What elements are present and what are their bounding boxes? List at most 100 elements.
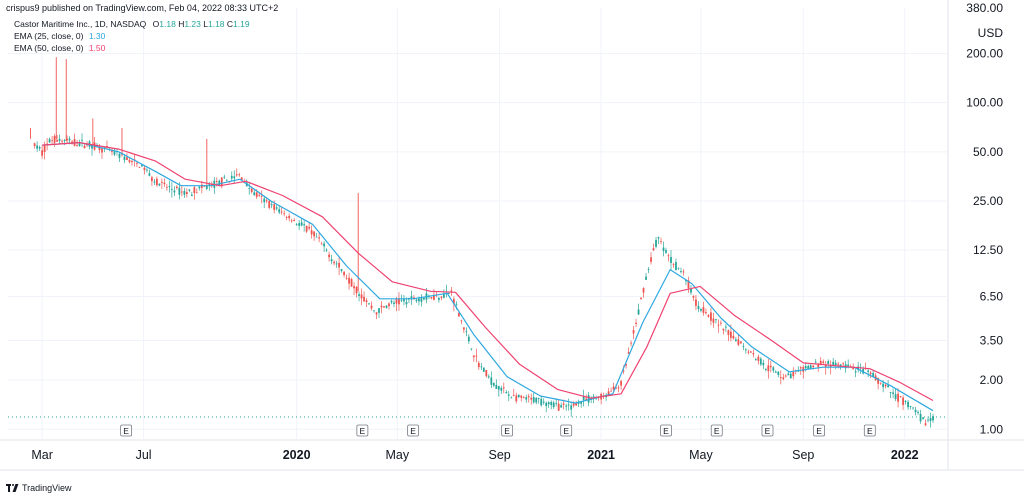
candle-body bbox=[180, 191, 183, 193]
candle-body bbox=[697, 306, 700, 309]
candle-body bbox=[572, 403, 575, 406]
candle-body bbox=[887, 385, 890, 388]
candle-body bbox=[235, 174, 238, 176]
candle-body bbox=[632, 330, 635, 334]
earnings-marker-label: E bbox=[504, 426, 510, 436]
candle-body bbox=[690, 288, 692, 293]
candle-body bbox=[560, 405, 563, 408]
candle-body bbox=[165, 186, 168, 188]
candle-body bbox=[315, 236, 318, 238]
candle-body bbox=[300, 222, 303, 226]
candle-body bbox=[727, 330, 730, 335]
earnings-marker[interactable]: E bbox=[710, 424, 723, 437]
candle-body bbox=[744, 349, 747, 351]
candle-body bbox=[877, 377, 880, 384]
candle-body bbox=[507, 394, 510, 396]
candle-body bbox=[724, 326, 727, 328]
candle-body bbox=[707, 315, 710, 317]
candle-body bbox=[882, 383, 885, 388]
candle-body bbox=[400, 300, 403, 302]
candle-body bbox=[809, 365, 812, 369]
earnings-marker[interactable]: E bbox=[813, 424, 825, 437]
candle-body bbox=[732, 335, 735, 339]
candle-body bbox=[43, 145, 46, 153]
earnings-marker-box bbox=[560, 424, 573, 437]
candle-body bbox=[665, 250, 667, 253]
candle-body bbox=[764, 369, 767, 370]
candle-body bbox=[854, 371, 857, 373]
ema50-label: EMA (50, close, 0) bbox=[14, 43, 84, 53]
candle-body bbox=[295, 223, 298, 225]
candle-body bbox=[148, 173, 151, 176]
y-tick-label: 380.00 bbox=[966, 1, 1003, 15]
candle-body bbox=[128, 160, 131, 163]
candle-body bbox=[522, 397, 525, 399]
earnings-marker[interactable]: E bbox=[863, 424, 876, 437]
candle-body bbox=[360, 294, 363, 299]
candle-body bbox=[153, 181, 156, 183]
candle-body bbox=[263, 198, 266, 203]
candle-body bbox=[350, 279, 353, 287]
candle-body bbox=[515, 395, 518, 402]
candle-body bbox=[542, 401, 545, 403]
candle-body bbox=[345, 277, 348, 279]
candle-body bbox=[173, 190, 176, 193]
ohlc-values: O1.18 H1.23 L1.18 C1.19 bbox=[152, 19, 250, 29]
candle-body bbox=[255, 192, 258, 197]
candle-body bbox=[465, 331, 468, 333]
candle-body bbox=[83, 145, 86, 149]
candle-body bbox=[480, 366, 483, 368]
x-tick-label: Sep bbox=[792, 448, 814, 462]
candle-body bbox=[98, 147, 101, 151]
candle-body bbox=[757, 356, 760, 361]
candle-body bbox=[353, 286, 355, 289]
earnings-marker[interactable]: E bbox=[120, 424, 133, 437]
ema50-value: 1.50 bbox=[88, 43, 106, 53]
candle-body bbox=[752, 353, 755, 355]
candle-body bbox=[303, 224, 306, 226]
candle-body bbox=[265, 200, 268, 202]
earnings-marker[interactable]: E bbox=[501, 424, 514, 437]
candle-body bbox=[313, 231, 316, 237]
candle-body bbox=[420, 298, 423, 302]
candle-body bbox=[812, 365, 815, 368]
candle-body bbox=[56, 140, 58, 142]
earnings-marker[interactable]: E bbox=[560, 424, 573, 437]
earnings-marker[interactable]: E bbox=[660, 424, 672, 437]
candle-body bbox=[253, 192, 256, 196]
earnings-marker[interactable]: E bbox=[356, 424, 369, 437]
candle-body bbox=[268, 200, 271, 208]
candle-body bbox=[562, 403, 565, 405]
candle-body bbox=[340, 269, 343, 271]
earnings-marker[interactable]: E bbox=[761, 424, 774, 437]
candle-body bbox=[767, 365, 770, 372]
candle-body bbox=[175, 186, 178, 189]
candle-body bbox=[929, 418, 932, 421]
candle-body bbox=[375, 312, 378, 315]
candle-body bbox=[81, 139, 83, 141]
candle-body bbox=[557, 403, 560, 411]
ema25-line bbox=[42, 142, 934, 412]
candle-body bbox=[328, 254, 330, 258]
candle-body bbox=[270, 204, 273, 206]
candle-body bbox=[662, 247, 665, 251]
candle-body bbox=[348, 277, 350, 284]
candle-body bbox=[383, 306, 385, 308]
candle-body bbox=[452, 299, 455, 305]
earnings-marker[interactable]: E bbox=[407, 424, 420, 437]
footer-brand[interactable]: TradingView bbox=[22, 483, 72, 493]
candle-body bbox=[58, 138, 61, 141]
candle-body bbox=[320, 243, 323, 245]
candle-body bbox=[210, 184, 213, 186]
candle-body bbox=[737, 339, 740, 345]
candle-body bbox=[106, 146, 108, 147]
ema25-label: EMA (25, close, 0) bbox=[14, 31, 84, 41]
earnings-marker-box bbox=[761, 424, 774, 437]
candle-body bbox=[782, 377, 785, 380]
earnings-marker-box bbox=[501, 424, 514, 437]
candle-body bbox=[185, 192, 188, 194]
candle-body bbox=[904, 400, 907, 402]
candle-body bbox=[273, 204, 276, 210]
candle-body bbox=[338, 263, 340, 268]
